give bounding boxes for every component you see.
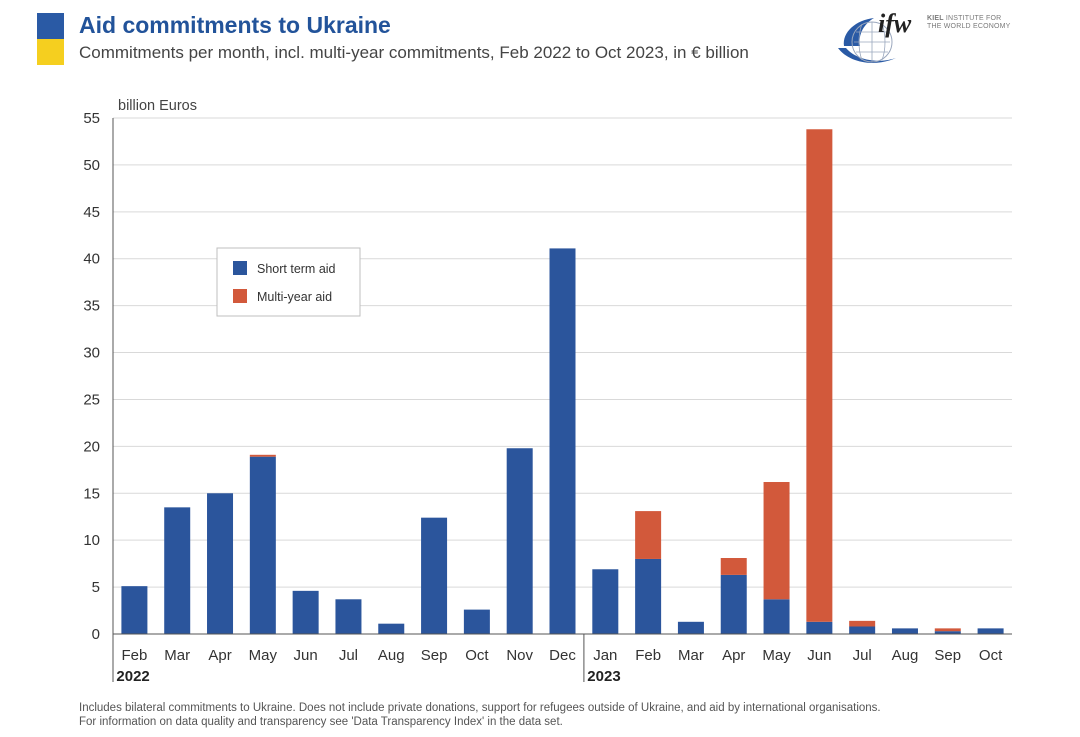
x-tick-label: Oct [465,647,489,664]
bar-short-term [378,623,405,634]
x-tick-label: Mar [164,647,190,664]
y-tick-label: 45 [83,204,100,221]
x-tick-label: Mar [678,647,704,664]
y-tick-label: 30 [83,345,100,362]
bar-short-term [463,609,490,634]
x-tick-label: May [249,647,278,664]
bar-short-term [335,599,362,634]
bar-short-term [977,628,1004,634]
logo-institute-name: KIEL INSTITUTE FOR THE WORLD ECONOMY [927,15,1011,31]
legend: Short term aid Multi-year aid [216,247,361,317]
bar-multi-year [763,482,790,600]
x-tick-label: Jul [853,647,872,664]
y-tick-label: 20 [83,438,100,455]
globe-icon [838,18,896,63]
ukraine-flag-icon [37,13,64,65]
y-tick-label: 35 [83,298,100,315]
year-label: 2022 [116,668,149,685]
x-tick-label: Aug [892,647,919,664]
x-tick-label: May [762,647,791,664]
x-tick-label: Feb [635,647,661,664]
bar-multi-year [806,129,833,622]
legend-label: Multi-year aid [257,290,332,304]
x-tick-label: Oct [979,647,1003,664]
flag-yellow-stripe [37,39,64,65]
bar-short-term [421,517,448,634]
bar-short-term [292,590,319,634]
y-tick-label: 5 [92,579,100,596]
bar-short-term [121,586,148,634]
bar-short-term [806,621,833,634]
legend-swatch [233,289,247,303]
footnote-line-1: Includes bilateral commitments to Ukrain… [79,702,881,714]
y-tick-label: 10 [83,532,100,549]
y-tick-label: 50 [83,157,100,174]
bar-short-term [849,626,876,634]
logo-org-bold: KIEL [927,15,944,22]
chart-subtitle: Commitments per month, incl. multi-year … [79,43,749,62]
chart-title: Aid commitments to Ukraine [79,12,391,38]
y-tick-label: 0 [92,626,100,643]
x-tick-label: Feb [121,647,147,664]
bar-short-term [891,628,918,634]
logo-mark: ifw [878,9,912,38]
bars [121,129,1004,634]
x-tick-label: Sep [934,647,961,664]
footnote: Includes bilateral commitments to Ukrain… [79,701,881,729]
flag-blue-stripe [37,13,64,39]
y-tick-label: 40 [83,251,100,268]
y-tick-label: 55 [83,110,100,127]
logo-org-line1: INSTITUTE FOR [945,15,1002,22]
legend-swatch [233,261,247,275]
year-label: 2023 [587,668,620,685]
legend-label: Short term aid [257,262,336,276]
logo-org-line2: THE WORLD ECONOMY [927,23,1011,30]
x-tick-label: Jun [807,647,831,664]
bar-multi-year [849,620,876,627]
y-tick-label: 25 [83,391,100,408]
ifw-logo: ifw [838,9,912,63]
bar-short-term [934,631,961,634]
x-axis [112,118,1012,682]
y-tick-label: 15 [83,485,100,502]
bar-short-term [763,599,790,634]
bar-short-term [720,574,747,634]
bar-short-term [506,448,533,634]
x-tick-label: Apr [208,647,231,664]
x-tick-label: Jul [339,647,358,664]
x-tick-label: Nov [506,647,533,664]
x-axis-ticks: Feb Mar Apr May Jun Jul Aug Sep Oct Nov Dec Jan Feb M… [116,634,1003,685]
legend-box [216,247,361,317]
bar-short-term [549,248,576,634]
bar-short-term [164,507,191,634]
x-tick-label: Jan [593,647,617,664]
bar-short-term [592,569,619,634]
bar-short-term [249,456,276,634]
x-tick-label: Aug [378,647,405,664]
footnote-line-2: For information on data quality and tran… [79,716,563,728]
x-tick-label: Sep [421,647,448,664]
bar-multi-year [635,511,662,559]
bar-short-term [677,621,704,634]
bar-multi-year [934,628,961,632]
x-tick-label: Jun [294,647,318,664]
bar-multi-year [249,454,276,457]
bar-short-term [207,493,234,634]
bar-short-term [635,558,662,634]
x-tick-label: Dec [549,647,576,664]
x-tick-label: Apr [722,647,745,664]
y-axis-unit-label: billion Euros [118,98,197,114]
y-axis-ticks: 0 5 10 15 20 25 30 35 40 45 50 55 [83,110,100,643]
bar-multi-year [720,558,747,575]
